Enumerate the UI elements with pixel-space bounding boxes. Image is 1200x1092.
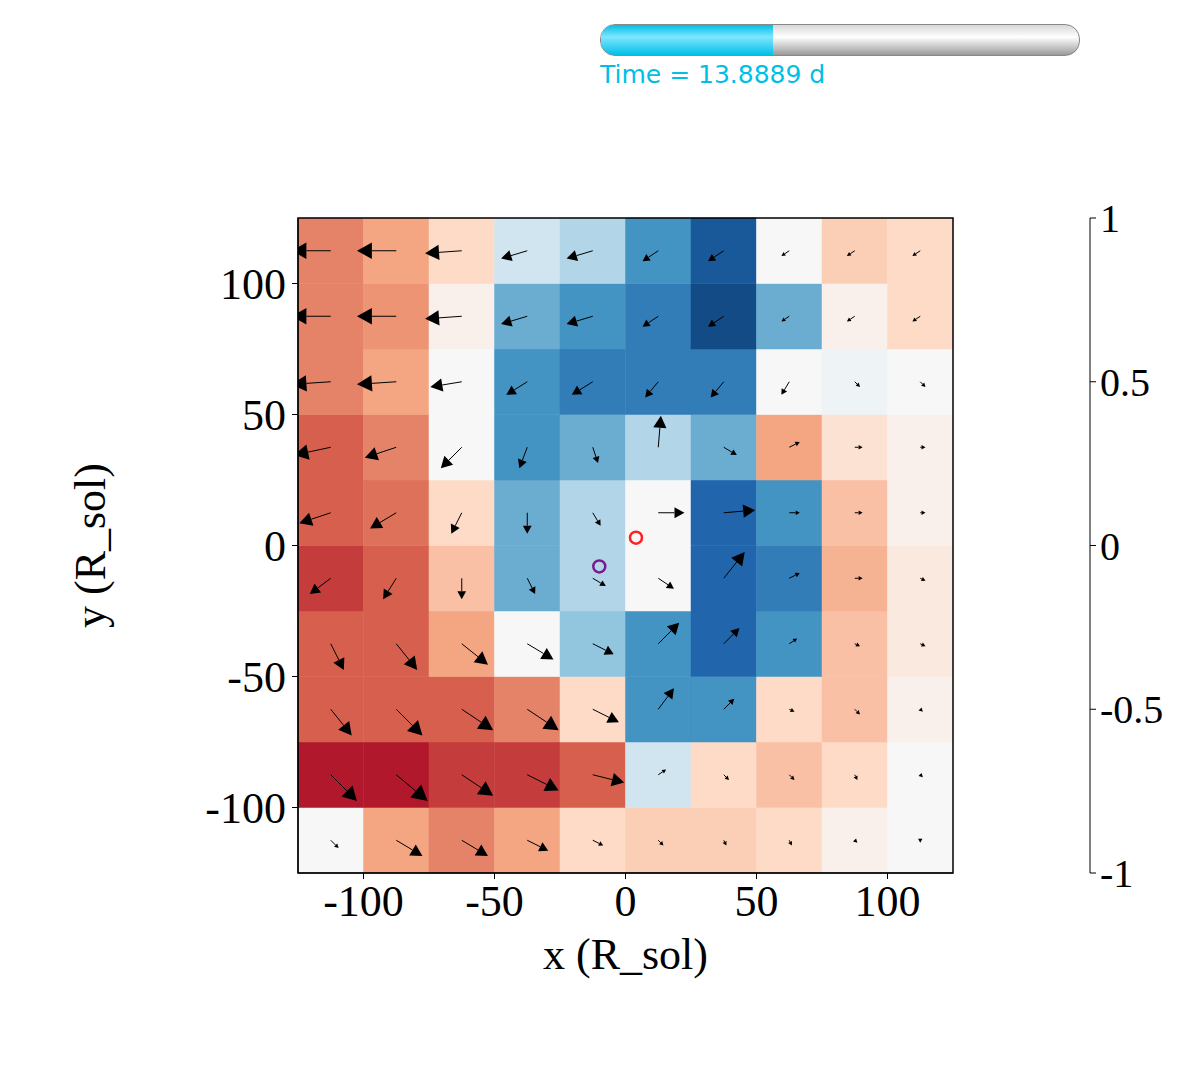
svg-text:50: 50: [735, 877, 779, 926]
svg-text:100: 100: [855, 877, 921, 926]
svg-text:-50: -50: [227, 653, 286, 702]
svg-text:-0.5: -0.5: [1100, 687, 1163, 732]
svg-text:0: 0: [264, 522, 286, 571]
svg-text:1: 1: [1100, 196, 1120, 241]
html-text:Time = 13.8889 d: Time = 13.8889 d: [600, 60, 826, 89]
svg-text:-50: -50: [465, 877, 524, 926]
svg-text:x (R_sol): x (R_sol): [543, 930, 708, 979]
svg-text:100: 100: [220, 260, 286, 309]
svg-text:0: 0: [615, 877, 637, 926]
svg-text:y (R_sol): y (R_sol): [66, 463, 115, 628]
svg-text:-1: -1: [1100, 851, 1133, 896]
svg-text:0: 0: [1100, 524, 1120, 569]
svg-text:-100: -100: [205, 784, 286, 833]
svg-text:0.5: 0.5: [1100, 360, 1150, 405]
svg-text:50: 50: [242, 391, 286, 440]
svg-text:-100: -100: [323, 877, 404, 926]
